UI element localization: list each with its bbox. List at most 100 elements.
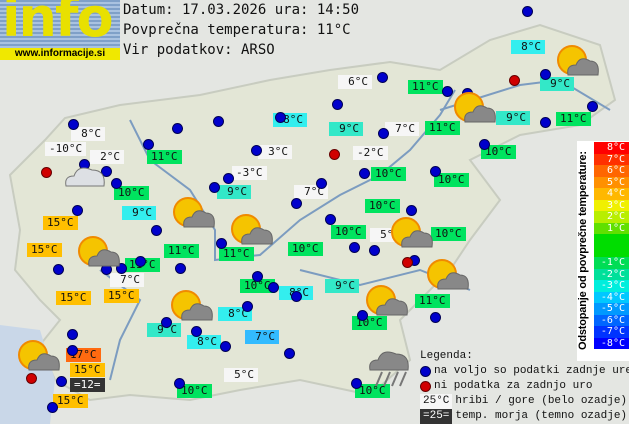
station-dot-available[interactable]	[284, 348, 295, 359]
station-temp-label: 15°C	[104, 289, 139, 303]
sun-cloud-icon	[170, 195, 216, 235]
station-dot-available[interactable]	[268, 282, 279, 293]
station-temp-label: 9°C	[122, 206, 156, 220]
station-dot-available[interactable]	[213, 116, 224, 127]
station-dot-available[interactable]	[175, 263, 186, 274]
station-temp-label: 11°C	[415, 294, 450, 308]
station-temp-label: 8°C	[187, 335, 221, 349]
scale-row: 1°C	[594, 222, 629, 234]
station-dot-available[interactable]	[135, 256, 146, 267]
station-dot-available[interactable]	[67, 345, 78, 356]
station-temp-label: 15°C	[53, 394, 88, 408]
legend-title: Legenda:	[420, 350, 473, 362]
station-temp-label: -2°C	[353, 146, 388, 160]
station-dot-no-data[interactable]	[26, 373, 37, 384]
station-temp-label: 10°C	[355, 384, 390, 398]
station-dot-available[interactable]	[116, 263, 127, 274]
station-dot-available[interactable]	[540, 117, 551, 128]
scale-row: 7°C	[594, 153, 629, 165]
station-dot-available[interactable]	[252, 271, 263, 282]
station-dot-available[interactable]	[359, 168, 370, 179]
station-dot-available[interactable]	[357, 310, 368, 321]
station-dot-available[interactable]	[430, 312, 441, 323]
station-temp-label: 10°C	[114, 186, 149, 200]
logo[interactable]: info www.informacije.si	[0, 0, 120, 60]
station-dot-available[interactable]	[587, 101, 598, 112]
scale-row: 5°C	[594, 176, 629, 188]
station-dot-available[interactable]	[316, 178, 327, 189]
blue-dot-icon	[420, 366, 431, 377]
station-dot-available[interactable]	[72, 205, 83, 216]
station-temp-label: 10°C	[431, 227, 466, 241]
station-temp-label: 2°C	[90, 150, 124, 164]
station-dot-available[interactable]	[67, 329, 78, 340]
station-dot-available[interactable]	[351, 378, 362, 389]
scale-row: 8°C	[594, 142, 629, 154]
station-dot-available[interactable]	[430, 166, 441, 177]
scale-row: -1°C	[594, 257, 629, 269]
logo-url[interactable]: www.informacije.si	[0, 48, 120, 60]
station-dot-available[interactable]	[325, 214, 336, 225]
station-dot-available[interactable]	[442, 86, 453, 97]
station-temp-label: 8°C	[71, 127, 105, 141]
station-dot-no-data[interactable]	[402, 257, 413, 268]
rain-cloud-icon	[366, 348, 412, 392]
station-dot-available[interactable]	[522, 6, 533, 17]
station-dot-available[interactable]	[161, 317, 172, 328]
station-dot-available[interactable]	[209, 182, 220, 193]
station-dot-available[interactable]	[191, 326, 202, 337]
station-dot-available[interactable]	[291, 198, 302, 209]
station-temp-label: 9°C	[540, 77, 574, 91]
station-dot-available[interactable]	[47, 402, 58, 413]
station-dot-available[interactable]	[223, 173, 234, 184]
station-dot-available[interactable]	[349, 242, 360, 253]
station-dot-available[interactable]	[377, 72, 388, 83]
scale-row	[594, 234, 629, 246]
station-temp-label: 10°C	[177, 384, 212, 398]
station-dot-no-data[interactable]	[329, 149, 340, 160]
red-dot-icon	[420, 381, 431, 392]
scale-row: 2°C	[594, 211, 629, 223]
station-temp-label: 9°C	[217, 185, 251, 199]
station-dot-available[interactable]	[143, 139, 154, 150]
legend-mountain-sample: 25°C	[420, 394, 453, 409]
station-dot-available[interactable]	[479, 139, 490, 150]
station-dot-available[interactable]	[540, 69, 551, 80]
station-temp-label: 11°C	[147, 150, 182, 164]
legend-sea-sample: =25=	[420, 409, 453, 424]
station-dot-available[interactable]	[151, 225, 162, 236]
sun-cloud-icon	[451, 90, 497, 130]
station-dot-available[interactable]	[172, 123, 183, 134]
station-dot-available[interactable]	[216, 238, 227, 249]
sun-cloud-icon	[15, 338, 61, 378]
sun-cloud-icon	[228, 212, 274, 252]
station-dot-available[interactable]	[275, 112, 286, 123]
station-dot-available[interactable]	[53, 264, 64, 275]
station-temp-label: 15°C	[70, 363, 105, 377]
scale-row: -2°C	[594, 268, 629, 280]
station-dot-available[interactable]	[174, 378, 185, 389]
station-dot-available[interactable]	[68, 119, 79, 130]
station-dot-available[interactable]	[242, 301, 253, 312]
station-temp-label: 10°C	[288, 242, 323, 256]
station-dot-available[interactable]	[378, 128, 389, 139]
station-dot-no-data[interactable]	[509, 75, 520, 86]
scale-title: Odstopanje od povprečne temperature:	[577, 151, 589, 351]
station-dot-available[interactable]	[291, 291, 302, 302]
scale-row: 4°C	[594, 188, 629, 200]
station-dot-available[interactable]	[101, 166, 112, 177]
station-dot-available[interactable]	[369, 245, 380, 256]
station-temp-label: 3°C	[258, 145, 292, 159]
station-dot-available[interactable]	[111, 178, 122, 189]
station-dot-available[interactable]	[251, 145, 262, 156]
station-temp-label: 5°C	[224, 368, 258, 382]
station-dot-available[interactable]	[406, 205, 417, 216]
station-temp-label: 10°C	[365, 199, 400, 213]
station-dot-available[interactable]	[332, 99, 343, 110]
station-dot-available[interactable]	[220, 341, 231, 352]
scale-row: -5°C	[594, 303, 629, 315]
station-dot-available[interactable]	[56, 376, 67, 387]
station-temp-label: 7°C	[245, 330, 279, 344]
avg-temp-line: Povprečna temperatura: 11°C	[123, 22, 351, 38]
station-dot-no-data[interactable]	[41, 167, 52, 178]
